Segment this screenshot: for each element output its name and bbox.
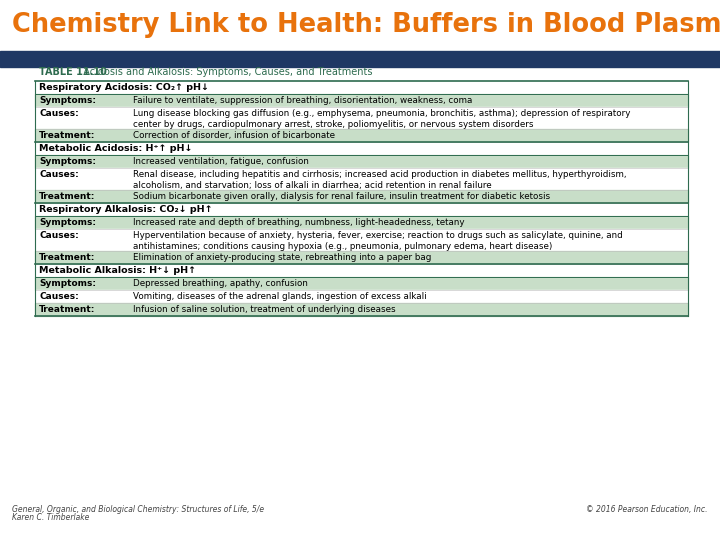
- Text: Symptoms:: Symptoms:: [39, 218, 96, 227]
- Text: Causes:: Causes:: [39, 231, 78, 240]
- Text: Causes:: Causes:: [39, 292, 78, 301]
- Bar: [35, 107, 688, 129]
- Text: Causes:: Causes:: [39, 170, 78, 179]
- Text: Hyperventilation because of anxiety, hysteria, fever, exercise; reaction to drug: Hyperventilation because of anxiety, hys…: [133, 231, 623, 252]
- Text: Failure to ventilate, suppression of breathing, disorientation, weakness, coma: Failure to ventilate, suppression of bre…: [133, 96, 472, 105]
- Text: Increased ventilation, fatigue, confusion: Increased ventilation, fatigue, confusio…: [133, 157, 309, 166]
- Text: Metabolic Alkalosis: H⁺↓ pH↑: Metabolic Alkalosis: H⁺↓ pH↑: [39, 266, 196, 275]
- Text: TABLE 11.10: TABLE 11.10: [39, 67, 107, 77]
- Text: Symptoms:: Symptoms:: [39, 157, 96, 166]
- Text: Lung disease blocking gas diffusion (e.g., emphysema, pneumonia, bronchitis, ast: Lung disease blocking gas diffusion (e.g…: [133, 109, 631, 130]
- Text: Depressed breathing, apathy, confusion: Depressed breathing, apathy, confusion: [133, 279, 308, 288]
- Text: Infusion of saline solution, treatment of underlying diseases: Infusion of saline solution, treatment o…: [133, 305, 395, 314]
- Text: General, Organic, and Biological Chemistry: Structures of Life, 5/e: General, Organic, and Biological Chemist…: [12, 505, 264, 514]
- Text: Treatment:: Treatment:: [39, 192, 95, 201]
- Bar: [35, 81, 688, 94]
- Bar: [35, 203, 688, 216]
- Text: Treatment:: Treatment:: [39, 131, 95, 140]
- Text: Symptoms:: Symptoms:: [39, 96, 96, 105]
- Text: Treatment:: Treatment:: [39, 305, 95, 314]
- Text: Increased rate and depth of breathing, numbness, light-headedness, tetany: Increased rate and depth of breathing, n…: [133, 218, 464, 227]
- Text: Treatment:: Treatment:: [39, 253, 95, 262]
- Bar: [35, 264, 688, 277]
- Bar: [35, 155, 688, 168]
- Text: Elimination of anxiety-producing state, rebreathing into a paper bag: Elimination of anxiety-producing state, …: [133, 253, 431, 262]
- Bar: [35, 303, 688, 316]
- Bar: [35, 94, 688, 107]
- Text: Symptoms:: Symptoms:: [39, 279, 96, 288]
- Bar: [35, 129, 688, 142]
- Text: Karen C. Timberlake: Karen C. Timberlake: [12, 513, 89, 522]
- Bar: [35, 251, 688, 264]
- Text: Chemistry Link to Health: Buffers in Blood Plasma: Chemistry Link to Health: Buffers in Blo…: [12, 12, 720, 38]
- Text: Renal disease, including hepatitis and cirrhosis; increased acid production in d: Renal disease, including hepatitis and c…: [133, 170, 626, 191]
- Text: Correction of disorder, infusion of bicarbonate: Correction of disorder, infusion of bica…: [133, 131, 335, 140]
- Bar: [35, 229, 688, 251]
- Text: Sodium bicarbonate given orally, dialysis for renal failure, insulin treatment f: Sodium bicarbonate given orally, dialysi…: [133, 192, 550, 201]
- Text: Acidosis and Alkalosis: Symptoms, Causes, and Treatments: Acidosis and Alkalosis: Symptoms, Causes…: [77, 67, 372, 77]
- Bar: [35, 216, 688, 229]
- Text: Respiratory Alkalosis: CO₂↓ pH↑: Respiratory Alkalosis: CO₂↓ pH↑: [39, 205, 212, 214]
- Text: Metabolic Acidosis: H⁺↑ pH↓: Metabolic Acidosis: H⁺↑ pH↓: [39, 144, 192, 153]
- Text: Vomiting, diseases of the adrenal glands, ingestion of excess alkali: Vomiting, diseases of the adrenal glands…: [133, 292, 427, 301]
- Bar: [35, 277, 688, 290]
- Bar: [0, 51, 720, 67]
- Bar: [35, 190, 688, 203]
- Bar: [35, 290, 688, 303]
- Text: Respiratory Acidosis: CO₂↑ pH↓: Respiratory Acidosis: CO₂↑ pH↓: [39, 83, 209, 92]
- Text: © 2016 Pearson Education, Inc.: © 2016 Pearson Education, Inc.: [587, 505, 708, 514]
- Bar: [35, 142, 688, 155]
- Text: Causes:: Causes:: [39, 109, 78, 118]
- Bar: [35, 168, 688, 190]
